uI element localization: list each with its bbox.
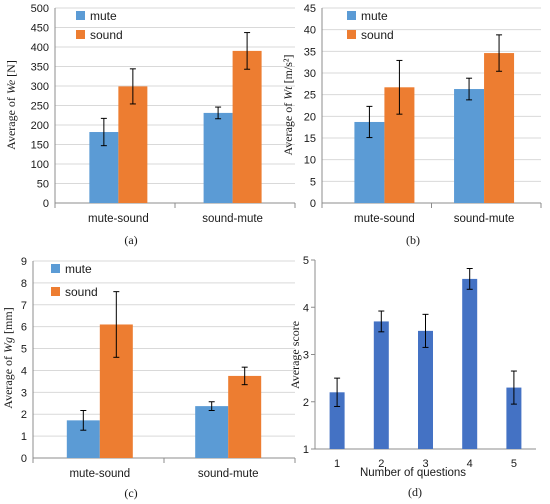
bar-q3	[418, 330, 433, 449]
y-tick-label: 450	[31, 23, 49, 35]
y-tick-label: 30	[304, 68, 316, 80]
x-axis-label: Number of questions	[360, 467, 466, 479]
legend-label-mute: mute	[65, 262, 92, 276]
x-tick-label: mute-sound	[69, 468, 130, 480]
y-tick-label: 45	[304, 3, 316, 15]
y-tick-label: 40	[304, 25, 316, 37]
y-tick-label: 150	[31, 140, 49, 152]
bar-sound-sound-mute	[228, 375, 262, 458]
y-axis-label: Average score	[288, 321, 302, 389]
x-tick-label: 2	[378, 458, 384, 470]
legend-label-sound: sound	[90, 28, 123, 42]
legend-swatch-sound	[51, 287, 60, 296]
y-tick-label: 0	[43, 198, 49, 210]
y-axis-label: Average of Wt [m/s²]	[281, 54, 295, 155]
y-tick-label: 50	[37, 179, 49, 191]
x-tick-label: 1	[334, 458, 340, 470]
legend-swatch-mute	[51, 264, 60, 273]
chart-panel-3: 0 1 2 3 4 5 6 7 8 9 mute-sound sound-mute mute sound A…	[1, 256, 296, 500]
bar-q2	[373, 321, 389, 449]
y-tick-label: 5	[21, 344, 27, 356]
x-tick-label: mute-sound	[354, 213, 415, 225]
x-tick-label: 3	[422, 458, 428, 470]
y-axis-label-prefix: Average of	[1, 353, 15, 409]
panel-caption: (a)	[124, 233, 137, 247]
y-axis-label-variable: We	[4, 79, 18, 94]
y-tick-label: 6	[21, 322, 27, 334]
y-tick-label: 0	[21, 453, 27, 465]
y-tick-label: 400	[31, 42, 49, 54]
legend-swatch-mute	[76, 11, 85, 20]
bar-mute-sound-mute	[454, 89, 485, 203]
legend-label-sound: sound	[361, 28, 394, 42]
bar-sound-sound-mute	[232, 50, 262, 204]
bar-q1	[329, 392, 345, 449]
y-tick-label: 100	[31, 159, 49, 171]
y-tick-label: 7	[21, 300, 27, 312]
y-tick-label: 15	[304, 133, 316, 145]
y-tick-label: 4	[303, 302, 309, 314]
y-tick-label: 9	[21, 256, 27, 268]
y-tick-label: 1	[303, 444, 309, 456]
panel-caption: (b)	[406, 233, 420, 247]
bar-sound-sound-mute	[484, 53, 515, 203]
y-tick-label: 250	[31, 101, 49, 113]
y-tick-label: 25	[304, 90, 316, 102]
y-axis-label-unit: [N]	[4, 60, 18, 80]
chart-panel-1: 0 50 100 150 200 250 300 350 400 450 500 mute-sound…	[4, 3, 296, 247]
legend-swatch-sound	[347, 30, 356, 39]
y-tick-label: 300	[31, 81, 49, 93]
y-tick-label: 8	[21, 278, 27, 290]
bar-q4	[462, 278, 478, 449]
bar-q5	[506, 387, 522, 449]
y-tick-label: 2	[21, 409, 27, 421]
y-axis-label-prefix: Average of	[4, 94, 18, 150]
legend-swatch-sound	[76, 30, 85, 39]
y-tick-label: 4	[21, 365, 27, 377]
x-tick-label: 4	[467, 458, 473, 470]
y-axis-label-prefix: Average of	[281, 100, 295, 156]
y-axis-label-unit: [mm]	[1, 307, 15, 337]
panel-caption: (d)	[408, 485, 422, 499]
y-axis-label: Average of Wg [mm]	[1, 307, 15, 408]
x-tick-label: 5	[511, 458, 517, 470]
panel-caption: (c)	[124, 486, 137, 500]
y-tick-label: 10	[304, 155, 316, 167]
y-tick-label: 500	[31, 3, 49, 15]
legend-label-mute: mute	[90, 9, 117, 23]
y-tick-label: 3	[21, 387, 27, 399]
y-axis-label-variable: Wg	[1, 337, 15, 353]
x-tick-label: mute-sound	[88, 213, 149, 225]
y-tick-label: 35	[304, 46, 316, 58]
legend-label-sound: sound	[65, 285, 98, 299]
x-tick-label: sound-mute	[454, 213, 515, 225]
chart-panel-4: 1 2 3 4 5 1 2 3 4 5 Average score Number of questio…	[288, 255, 536, 499]
bar-mute-sound-mute	[195, 406, 229, 458]
y-tick-label: 200	[31, 120, 49, 132]
y-tick-label: 5	[310, 176, 316, 188]
y-tick-label: 350	[31, 62, 49, 74]
y-axis-label: Average of We [N]	[4, 60, 18, 150]
x-tick-label: sound-mute	[198, 468, 259, 480]
y-tick-label: 2	[303, 397, 309, 409]
legend-swatch-mute	[347, 11, 356, 20]
y-tick-label: 0	[310, 198, 316, 210]
chart-panel-2: 0 5 10 15 20 25 30 35 40 45 mute-sound sound-mute mu…	[281, 3, 542, 247]
x-tick-label: sound-mute	[202, 213, 263, 225]
y-tick-label: 20	[304, 111, 316, 123]
y-tick-label: 3	[303, 350, 309, 362]
bar-sound-mute-sound	[118, 86, 148, 203]
y-tick-label: 1	[21, 431, 27, 443]
y-axis-label-variable: Wt	[281, 86, 295, 100]
bar-mute-sound-mute	[203, 112, 233, 203]
y-tick-label: 5	[303, 255, 309, 267]
legend-label-mute: mute	[361, 9, 388, 23]
y-axis-label-unit: [m/s²]	[281, 54, 295, 86]
